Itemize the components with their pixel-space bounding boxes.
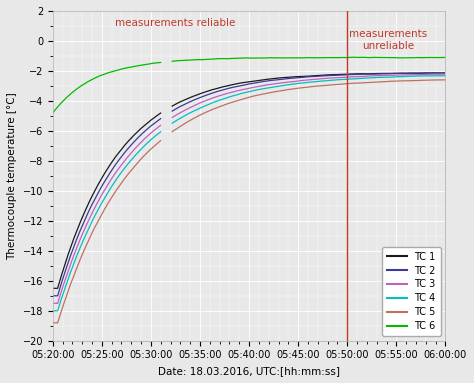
Line: TC 1: TC 1 (53, 73, 446, 288)
TC 4 (287, 82, 293, 87)
TC 4 (442, 74, 448, 78)
X-axis label: Date: 18.03.2016, UTC:[hh:mm:ss]: Date: 18.03.2016, UTC:[hh:mm:ss] (158, 366, 340, 376)
TC 2 (294, 75, 300, 80)
TC 1 (442, 70, 448, 75)
Line: TC 5: TC 5 (53, 80, 446, 323)
TC 3 (442, 72, 448, 76)
TC 2 (442, 70, 448, 75)
TC 1 (50, 286, 55, 291)
TC 2 (287, 76, 293, 81)
TC 6 (50, 111, 55, 115)
TC 5 (50, 321, 55, 325)
Line: TC 3: TC 3 (53, 74, 446, 303)
TC 1 (287, 75, 293, 79)
TC 5 (294, 86, 300, 91)
TC 5 (134, 161, 140, 166)
TC 2 (405, 71, 411, 75)
TC 3 (405, 72, 411, 77)
TC 2 (50, 293, 55, 298)
TC 3 (50, 301, 55, 306)
TC 6 (134, 64, 140, 68)
TC 5 (442, 77, 448, 82)
TC 4 (405, 74, 411, 79)
Line: TC 2: TC 2 (53, 73, 446, 296)
Line: TC 6: TC 6 (53, 57, 446, 113)
TC 3 (443, 72, 448, 76)
Legend: TC 1, TC 2, TC 3, TC 4, TC 5, TC 6: TC 1, TC 2, TC 3, TC 4, TC 5, TC 6 (382, 247, 440, 336)
Line: TC 4: TC 4 (53, 76, 446, 311)
TC 1 (134, 130, 140, 135)
TC 4 (50, 308, 55, 313)
TC 4 (443, 74, 448, 78)
Text: measurements reliable: measurements reliable (115, 18, 236, 28)
TC 3 (294, 79, 300, 83)
Y-axis label: Thermocouple temperature [°C]: Thermocouple temperature [°C] (7, 92, 17, 260)
TC 4 (134, 151, 140, 156)
TC 5 (443, 77, 448, 82)
TC 6 (294, 56, 300, 60)
Text: measurements
unreliable: measurements unreliable (349, 29, 427, 51)
TC 1 (405, 71, 411, 75)
TC 3 (287, 80, 293, 84)
TC 6 (287, 56, 293, 60)
TC 2 (134, 137, 140, 141)
TC 3 (134, 144, 140, 149)
TC 6 (442, 55, 448, 60)
TC 5 (405, 79, 411, 83)
TC 6 (443, 55, 448, 60)
TC 1 (443, 70, 448, 75)
TC 6 (405, 56, 411, 60)
TC 2 (443, 70, 448, 75)
TC 4 (294, 81, 300, 86)
TC 5 (287, 87, 293, 92)
TC 1 (294, 74, 300, 79)
